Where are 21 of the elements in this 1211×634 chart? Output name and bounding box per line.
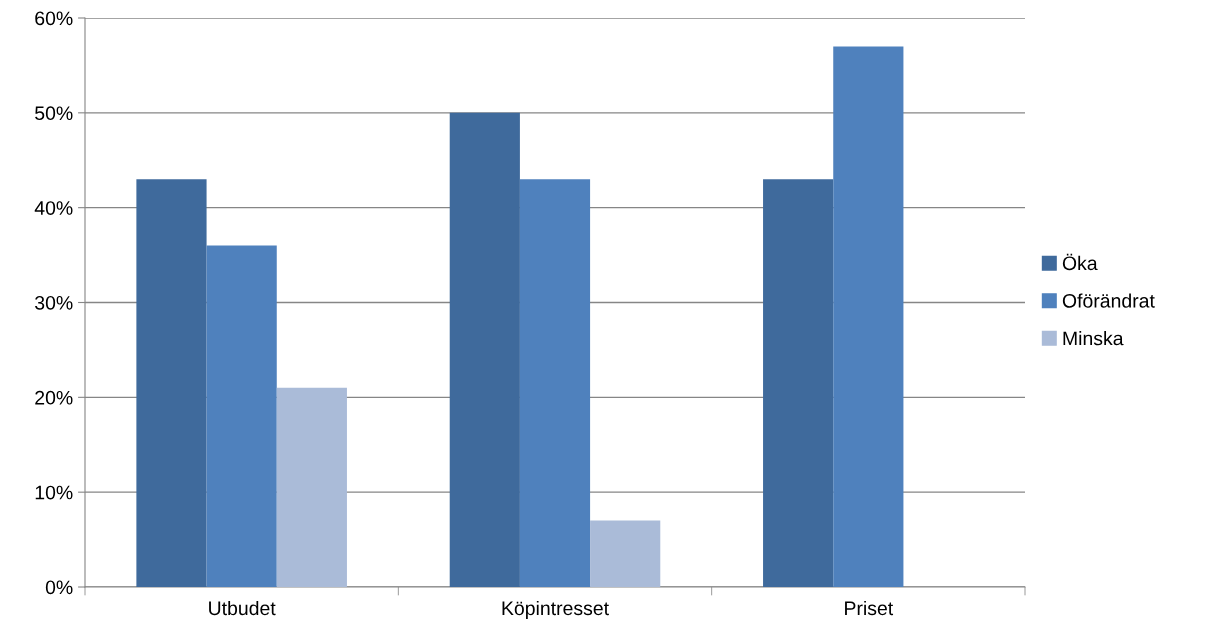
bar [206, 245, 277, 587]
bar [763, 179, 834, 587]
x-tick-label: Utbudet [209, 600, 276, 616]
bar [136, 179, 207, 587]
legend-label: Oförändrat [1062, 293, 1155, 308]
bar [519, 179, 591, 587]
y-tick-label: 10% [35, 485, 73, 500]
y-tick-label: 20% [35, 390, 73, 405]
y-tick-label: 30% [35, 295, 73, 310]
bar [590, 520, 661, 587]
legend-label: Öka [1062, 253, 1098, 271]
bar [833, 46, 904, 587]
x-tick-label: Priset [845, 600, 894, 616]
y-tick-label: 50% [35, 106, 73, 121]
y-tick-label: 40% [34, 201, 73, 215]
bar [449, 112, 520, 587]
y-tick-label: 0% [45, 580, 73, 595]
x-tick-label: Köpintresset [502, 600, 609, 620]
bar [276, 387, 347, 587]
y-tick-label: 60% [35, 11, 73, 26]
legend-label: Minska [1063, 331, 1124, 346]
